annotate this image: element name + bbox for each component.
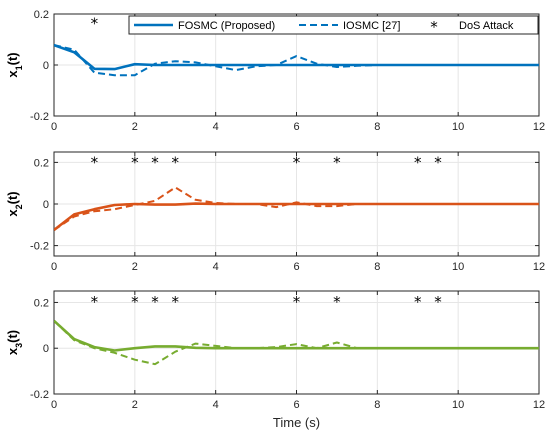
x-tick-label: 2 <box>132 399 138 411</box>
y-axis-label: x2(t) <box>5 191 24 216</box>
x-tick-label: 4 <box>213 121 219 133</box>
dos-attack-marker: * <box>333 153 341 171</box>
y-tick-label: 0 <box>43 60 49 72</box>
legend-label: FOSMC (Proposed) <box>178 20 275 32</box>
iosmc-series-line <box>54 320 378 366</box>
x-tick-label: 0 <box>51 399 57 411</box>
x-tick-label: 6 <box>293 261 299 273</box>
iosmc-series-line <box>54 44 378 77</box>
x-tick-label: 8 <box>374 261 380 273</box>
iosmc-series-line <box>54 186 378 231</box>
x-tick-label: 6 <box>293 121 299 133</box>
x-tick-label: 2 <box>132 261 138 273</box>
x-tick-label: 10 <box>452 121 464 133</box>
dos-attack-marker: * <box>151 293 159 311</box>
x-tick-label: 8 <box>374 399 380 411</box>
y-axis-label: x3(t) <box>5 330 24 355</box>
dos-attack-marker: * <box>131 293 139 311</box>
x-tick-label: 2 <box>132 121 138 133</box>
dos-attack-marker: * <box>91 153 99 171</box>
x-tick-label: 8 <box>374 121 380 133</box>
y-tick-label: 0 <box>43 343 49 355</box>
y-tick-label: 0 <box>43 199 49 211</box>
fosmc-series-line <box>54 202 539 232</box>
y-axis-label: x1(t) <box>5 52 24 77</box>
y-tick-label: 0.2 <box>34 9 49 21</box>
y-tick-label: 0.2 <box>34 157 49 169</box>
dos-attack-marker: * <box>333 293 341 311</box>
x-tick-label: 6 <box>293 399 299 411</box>
y-tick-label: -0.2 <box>30 111 49 123</box>
legend: FOSMC (Proposed) IOSMC [27] * DoS Attack <box>128 15 539 36</box>
x-axis-label: Time (s) <box>273 415 320 430</box>
dos-attack-marker: * <box>434 153 442 171</box>
dos-attack-marker: * <box>293 153 301 171</box>
x-tick-label: 0 <box>51 261 57 273</box>
y-tick-label: 0.2 <box>34 297 49 309</box>
fosmc-series-line <box>54 319 539 352</box>
dos-attack-marker: * <box>434 293 442 311</box>
dos-attack-marker: * <box>293 293 301 311</box>
dos-attack-marker: * <box>151 153 159 171</box>
panel-x2: 0 2 4 6 8 10 12-0.200.2x2(t)* * * * * * * * <box>5 151 545 273</box>
legend-label: IOSMC [27] <box>343 20 400 32</box>
x-tick-label: 10 <box>452 399 464 411</box>
x-tick-label: 12 <box>533 399 545 411</box>
legend-marker: * <box>430 18 438 36</box>
legend-label: DoS Attack <box>459 20 514 32</box>
y-tick-label: -0.2 <box>30 389 49 401</box>
panel-x3: 0 2 4 6 8 10 12-0.200.2x3(t)Time (s)* * * * * * * * <box>5 290 545 430</box>
dos-attack-marker: * <box>414 153 422 171</box>
x-tick-label: 0 <box>51 121 57 133</box>
x-tick-label: 12 <box>533 261 545 273</box>
dos-attack-marker: * <box>131 153 139 171</box>
x-tick-label: 4 <box>213 261 219 273</box>
x-tick-label: 12 <box>533 121 545 133</box>
y-tick-label: -0.2 <box>30 241 49 253</box>
dos-attack-marker: * <box>172 293 180 311</box>
x-tick-label: 4 <box>213 399 219 411</box>
dos-attack-marker: * <box>91 15 99 33</box>
x-tick-label: 10 <box>452 261 464 273</box>
dos-attack-marker: * <box>414 293 422 311</box>
dos-attack-marker: * <box>91 293 99 311</box>
dos-attack-marker: * <box>172 153 180 171</box>
